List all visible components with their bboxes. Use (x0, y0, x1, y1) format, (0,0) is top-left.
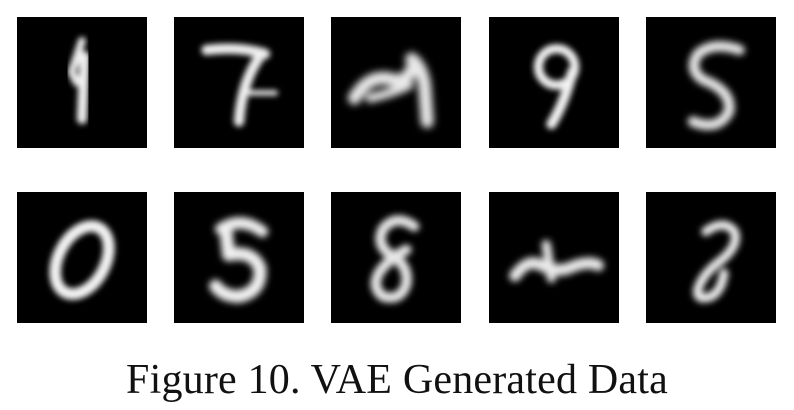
sample-tile-3 (331, 17, 461, 148)
sample-tile-1 (17, 17, 147, 148)
sample-tile-2 (174, 17, 304, 148)
figure-caption: Figure 10. VAE Generated Data (126, 357, 668, 403)
sample-tile-5 (646, 17, 776, 148)
generated-digit-7 (201, 43, 278, 127)
generated-digit-4-a (67, 37, 90, 125)
generated-digit-8-b (693, 220, 741, 303)
sample-tile-10 (646, 192, 776, 323)
generated-digit-9 (533, 44, 580, 130)
sample-tile-9 (489, 192, 619, 323)
generated-digit-4-c (509, 239, 605, 283)
generated-digit-5-b (209, 217, 269, 303)
sample-tile-7 (174, 192, 304, 323)
sample-tile-4 (489, 17, 619, 148)
generated-digit-4-b (347, 52, 434, 128)
generated-digit-8-a (370, 215, 420, 303)
generated-digit-5-a (687, 41, 745, 131)
sample-tile-8 (331, 192, 461, 323)
sample-tile-6 (17, 192, 147, 323)
generated-samples-grid (17, 17, 777, 323)
generated-digit-0 (49, 220, 115, 300)
